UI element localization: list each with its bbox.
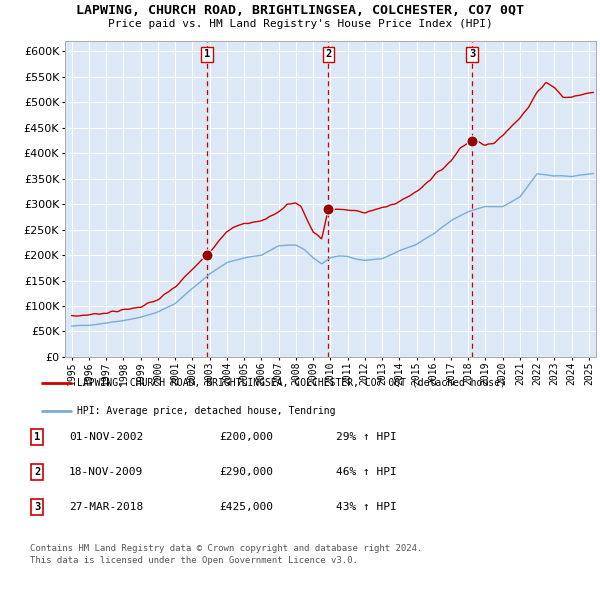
Text: 2: 2: [325, 49, 331, 59]
Text: £200,000: £200,000: [219, 432, 273, 441]
Text: £290,000: £290,000: [219, 467, 273, 477]
Text: 3: 3: [469, 49, 475, 59]
Text: LAPWING, CHURCH ROAD, BRIGHTLINGSEA, COLCHESTER, CO7 0QT (detached house): LAPWING, CHURCH ROAD, BRIGHTLINGSEA, COL…: [77, 378, 506, 388]
Text: 1: 1: [34, 432, 40, 441]
Text: 3: 3: [34, 503, 40, 512]
Text: 46% ↑ HPI: 46% ↑ HPI: [336, 467, 397, 477]
Text: 1: 1: [204, 49, 210, 59]
Text: 27-MAR-2018: 27-MAR-2018: [69, 503, 143, 512]
Text: 18-NOV-2009: 18-NOV-2009: [69, 467, 143, 477]
Text: 29% ↑ HPI: 29% ↑ HPI: [336, 432, 397, 441]
Text: 43% ↑ HPI: 43% ↑ HPI: [336, 503, 397, 512]
Text: HPI: Average price, detached house, Tendring: HPI: Average price, detached house, Tend…: [77, 406, 336, 416]
Text: LAPWING, CHURCH ROAD, BRIGHTLINGSEA, COLCHESTER, CO7 0QT: LAPWING, CHURCH ROAD, BRIGHTLINGSEA, COL…: [76, 4, 524, 17]
Text: Price paid vs. HM Land Registry's House Price Index (HPI): Price paid vs. HM Land Registry's House …: [107, 19, 493, 30]
Text: 01-NOV-2002: 01-NOV-2002: [69, 432, 143, 441]
Text: £425,000: £425,000: [219, 503, 273, 512]
Text: 2: 2: [34, 467, 40, 477]
Text: This data is licensed under the Open Government Licence v3.0.: This data is licensed under the Open Gov…: [30, 556, 358, 565]
Text: Contains HM Land Registry data © Crown copyright and database right 2024.: Contains HM Land Registry data © Crown c…: [30, 545, 422, 553]
